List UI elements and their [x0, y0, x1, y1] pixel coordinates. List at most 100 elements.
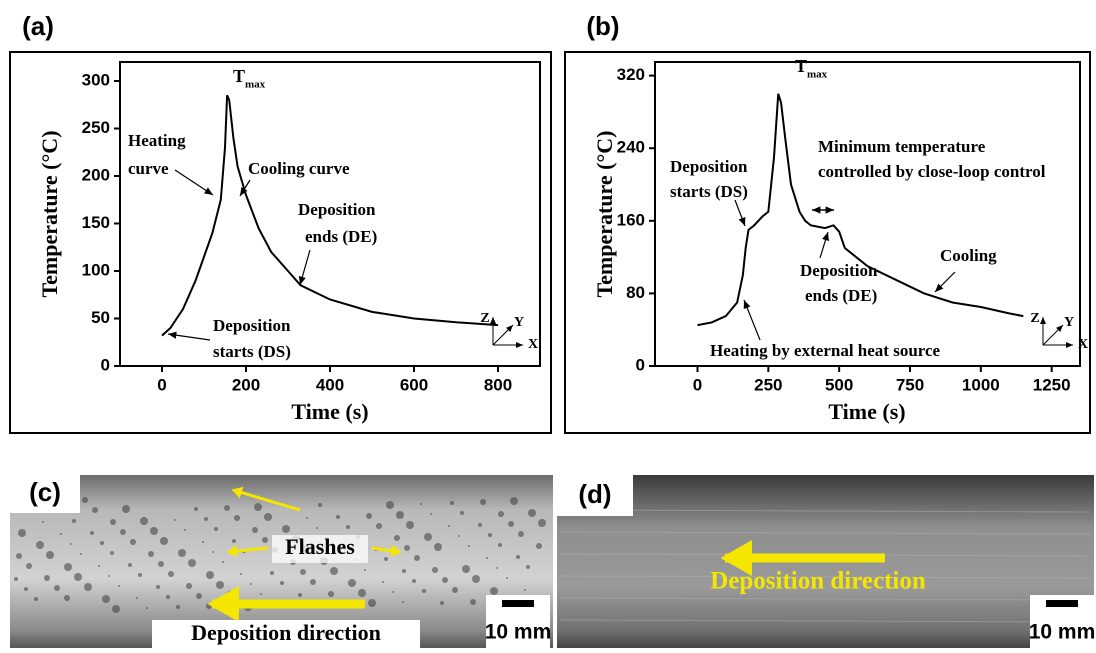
texture — [224, 505, 230, 511]
annotation-arrow — [935, 272, 955, 292]
texture — [158, 561, 164, 567]
texture — [282, 525, 290, 533]
texture — [46, 551, 54, 559]
scale-bar — [1046, 600, 1078, 607]
annotation-arrow — [735, 200, 745, 226]
texture — [508, 521, 514, 527]
texture — [36, 541, 44, 549]
texture — [112, 605, 120, 613]
texture — [232, 539, 236, 543]
texture — [138, 573, 142, 577]
texture — [328, 591, 334, 597]
texture — [194, 507, 198, 511]
texture — [226, 591, 234, 599]
annotation-arrow — [168, 334, 210, 340]
texture — [486, 557, 488, 559]
texture — [110, 551, 114, 555]
texture — [280, 581, 284, 585]
texture — [336, 515, 340, 519]
texture — [402, 601, 404, 603]
peak-label: T — [795, 56, 807, 76]
annotation: Deposition — [213, 316, 291, 335]
x-axis-label: Time (s) — [291, 399, 368, 424]
texture — [488, 533, 492, 537]
texture — [434, 543, 442, 551]
texture — [26, 563, 32, 569]
texture — [528, 509, 536, 517]
texture — [222, 561, 224, 563]
y-tick-label: 150 — [82, 213, 110, 232]
texture — [452, 587, 458, 593]
texture — [270, 571, 274, 575]
x-tick-label: 1000 — [962, 375, 1000, 394]
y-tick-label: 80 — [626, 283, 645, 302]
texture — [108, 575, 110, 577]
texture — [92, 507, 98, 513]
texture — [84, 583, 92, 591]
texture — [174, 519, 176, 521]
texture — [90, 531, 94, 535]
texture — [414, 555, 420, 561]
texture — [16, 553, 22, 559]
panel-label: (a) — [22, 11, 54, 41]
texture — [442, 577, 448, 583]
texture — [300, 569, 306, 575]
texture — [498, 511, 504, 517]
texture — [44, 575, 50, 581]
texture — [184, 529, 186, 531]
texture — [516, 555, 520, 559]
texture — [24, 587, 28, 591]
texture — [64, 595, 70, 601]
texture — [538, 519, 546, 527]
triad-label: X — [528, 337, 538, 352]
scale-label: 10 mm — [485, 621, 552, 644]
texture — [254, 503, 262, 511]
annotation: Flashes — [285, 534, 355, 559]
y-tick-label: 320 — [617, 65, 645, 84]
texture — [458, 535, 460, 537]
annotation: Deposition — [670, 157, 748, 176]
y-tick-label: 240 — [617, 138, 645, 157]
texture — [240, 573, 242, 575]
texture — [206, 603, 212, 609]
x-tick-label: 0 — [157, 375, 166, 394]
peak-label-sub: max — [245, 79, 266, 91]
texture — [448, 525, 450, 527]
annotation: Heating by external heat source — [710, 341, 941, 360]
panel-label: (b) — [586, 11, 619, 41]
annotation: starts (DS) — [213, 342, 291, 361]
texture — [148, 551, 154, 557]
texture — [432, 567, 438, 573]
texture — [214, 527, 218, 531]
texture — [536, 543, 542, 549]
texture — [420, 503, 422, 505]
y-tick-label: 0 — [101, 355, 110, 374]
texture — [496, 567, 498, 569]
texture — [250, 583, 252, 585]
texture — [524, 589, 526, 591]
annotation: Deposition direction — [710, 568, 926, 595]
texture — [518, 531, 524, 537]
texture — [122, 505, 130, 513]
texture — [412, 579, 416, 583]
texture — [54, 585, 60, 591]
annotation-arrow — [175, 170, 213, 195]
texture — [376, 523, 382, 529]
texture — [386, 501, 394, 509]
texture — [146, 607, 148, 609]
annotation: Deposition — [800, 261, 878, 280]
annotation: Cooling — [940, 246, 997, 265]
texture — [310, 579, 316, 585]
annotation-arrow — [744, 300, 760, 340]
texture — [424, 533, 432, 541]
texture — [98, 565, 100, 567]
texture — [318, 503, 322, 507]
texture — [216, 581, 224, 589]
texture — [168, 571, 174, 577]
texture — [136, 597, 138, 599]
x-tick-label: 250 — [754, 375, 782, 394]
texture — [298, 593, 302, 597]
x-tick-label: 200 — [232, 375, 260, 394]
peak-label: T — [233, 66, 245, 86]
texture — [330, 567, 338, 575]
